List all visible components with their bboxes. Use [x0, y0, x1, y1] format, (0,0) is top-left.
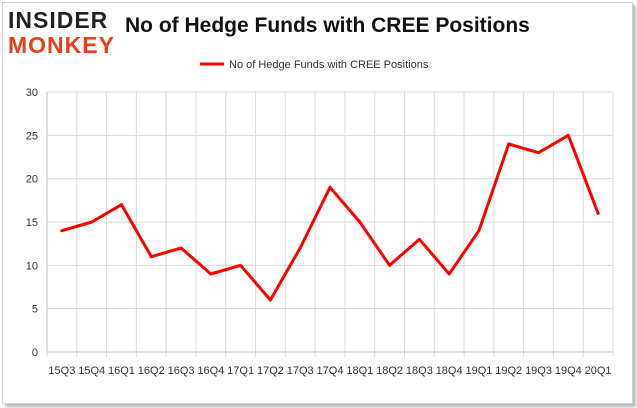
- x-tick-label-18Q1: 18Q1: [346, 365, 373, 377]
- data-point-18Q2: [388, 263, 392, 267]
- x-tick-label-15Q3: 15Q3: [48, 365, 75, 377]
- gridlines: [46, 91, 614, 357]
- logo-line-2: MONKEY: [8, 32, 115, 58]
- data-point-20Q1: [596, 211, 600, 215]
- data-point-18Q4: [447, 272, 451, 276]
- data-point-16Q3: [179, 246, 183, 250]
- x-tick-label-18Q4: 18Q4: [436, 365, 463, 377]
- x-tick-label-15Q4: 15Q4: [78, 365, 105, 377]
- x-tick-label-17Q2: 17Q2: [257, 365, 284, 377]
- data-point-16Q4: [209, 272, 213, 276]
- x-tick-label-17Q4: 17Q4: [317, 365, 344, 377]
- data-point-15Q4: [90, 220, 94, 224]
- x-tick-label-19Q1: 19Q1: [465, 365, 492, 377]
- insider-monkey-logo: INSIDER MONKEY: [8, 8, 120, 58]
- data-point-17Q2: [268, 298, 272, 302]
- x-tick-label-17Q1: 17Q1: [227, 365, 254, 377]
- y-tick-label-20: 20: [26, 174, 38, 186]
- y-tick-label-10: 10: [26, 260, 38, 272]
- x-tick-label-19Q4: 19Q4: [555, 365, 582, 377]
- x-tick-labels: 15Q3 15Q4 16Q1 16Q2 16Q3 16Q4 17Q1 17Q2 17Q3 17Q4…: [48, 365, 611, 377]
- y-tick-label-30: 30: [26, 87, 38, 99]
- series-layer: [60, 133, 600, 302]
- x-tick-label-18Q2: 18Q2: [376, 365, 403, 377]
- data-point-19Q4: [566, 133, 570, 137]
- chart-frame: [2, 2, 633, 404]
- data-point-17Q4: [328, 185, 332, 189]
- data-point-18Q1: [358, 220, 362, 224]
- axes: [46, 92, 613, 353]
- y-tick-label-15: 15: [26, 217, 38, 229]
- x-tick-label-16Q3: 16Q3: [168, 365, 195, 377]
- x-tick-label-16Q1: 16Q1: [108, 365, 135, 377]
- x-tick-label-17Q3: 17Q3: [287, 365, 314, 377]
- data-point-19Q2: [507, 142, 511, 146]
- data-point-16Q2: [149, 255, 153, 259]
- logo-line-1: INSIDER: [8, 7, 109, 33]
- x-tick-label-19Q2: 19Q2: [495, 365, 522, 377]
- data-point-15Q3: [60, 229, 64, 233]
- y-tick-label-5: 5: [32, 304, 38, 316]
- y-tick-label-0: 0: [32, 347, 38, 359]
- x-tick-label-16Q4: 16Q4: [197, 365, 224, 377]
- x-tick-label-20Q1: 20Q1: [585, 365, 612, 377]
- legend-label: No of Hedge Funds with CREE Positions: [229, 59, 429, 71]
- series-line: [60, 133, 600, 302]
- data-point-19Q1: [477, 229, 481, 233]
- data-point-17Q3: [298, 246, 302, 250]
- data-point-16Q1: [119, 203, 123, 207]
- x-tick-label-19Q3: 19Q3: [525, 365, 552, 377]
- data-point-19Q3: [537, 151, 541, 155]
- y-tick-labels: 0 5 10 15 20 25 30: [26, 87, 38, 359]
- data-point-17Q1: [239, 263, 243, 267]
- legend: No of Hedge Funds with CREE Positions: [200, 59, 429, 71]
- y-tick-label-25: 25: [26, 130, 38, 142]
- data-point-18Q3: [417, 237, 421, 241]
- x-tick-label-16Q2: 16Q2: [138, 365, 165, 377]
- chart-title: No of Hedge Funds with CREE Positions: [125, 14, 530, 37]
- x-tick-label-18Q3: 18Q3: [406, 365, 433, 377]
